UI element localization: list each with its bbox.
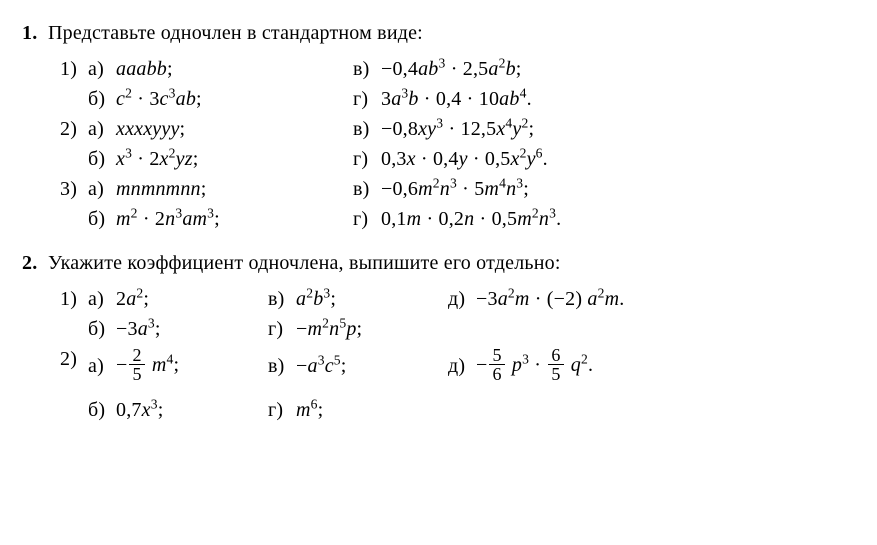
item-letter: а): [88, 284, 116, 314]
sub-row: 3)а)mnmnmnn;в)−0,6m2n3 · 5m4n3;б)m2 · 2n…: [60, 174, 855, 234]
item-cell: а)aaabb;: [88, 54, 353, 84]
item-cell: [448, 314, 855, 344]
item-cell: д)−3a2m · (−2) a2m.: [448, 284, 855, 314]
item-letter: а): [88, 54, 116, 84]
item-formula: a2b3;: [296, 284, 336, 314]
item-letter: д): [448, 284, 476, 314]
sub-row: 2)а)−25 m4;в)−a3c5;д)−56 p3 · 65 q2.б)0,…: [60, 344, 855, 432]
sub-number: 3): [60, 174, 88, 204]
sub-row: 1)а)aaabb;в)−0,4ab3 · 2,5a2b;б)c2 · 3c3a…: [60, 54, 855, 114]
exercise-page: 1.Представьте одночлен в стандартном вид…: [22, 18, 855, 432]
item-letter: г): [353, 144, 381, 174]
problem-heading: 1.Представьте одночлен в стандартном вид…: [22, 18, 855, 48]
item-formula: m2 · 2n3am3;: [116, 204, 220, 234]
problem: 1.Представьте одночлен в стандартном вид…: [22, 18, 855, 234]
item-formula: −3a2m · (−2) a2m.: [476, 284, 624, 314]
item-cell: б)m2 · 2n3am3;: [88, 204, 353, 234]
item-cell: а)2a2;: [88, 284, 268, 314]
item-grid: а)2a2;в)a2b3;д)−3a2m · (−2) a2m.б)−3a3;г…: [88, 284, 855, 344]
item-cell: в)−0,8xy3 · 12,5x4y2;: [353, 114, 855, 144]
item-letter: г): [268, 314, 296, 344]
item-letter: б): [88, 84, 116, 114]
item-letter: в): [353, 54, 381, 84]
item-grid: а)mnmnmnn;в)−0,6m2n3 · 5m4n3;б)m2 · 2n3a…: [88, 174, 855, 234]
item-grid: а)aaabb;в)−0,4ab3 · 2,5a2b;б)c2 · 3c3ab;…: [88, 54, 855, 114]
item-cell: б)x3 · 2x2yz;: [88, 144, 353, 174]
item-formula: 0,7x3;: [116, 395, 163, 425]
sub-number: 2): [60, 344, 88, 374]
item-grid: а)−25 m4;в)−a3c5;д)−56 p3 · 65 q2.б)0,7x…: [88, 344, 855, 432]
item-cell: в)−0,4ab3 · 2,5a2b;: [353, 54, 855, 84]
item-letter: б): [88, 314, 116, 344]
item-letter: г): [353, 204, 381, 234]
item-cell: в)−0,6m2n3 · 5m4n3;: [353, 174, 855, 204]
item-formula: −25 m4;: [116, 348, 179, 385]
problem-number: 2.: [22, 248, 48, 278]
item-letter: а): [88, 174, 116, 204]
item-formula: mnmnmnn;: [116, 174, 207, 204]
sub-number: 1): [60, 54, 88, 84]
item-letter: в): [353, 174, 381, 204]
item-formula: 2a2;: [116, 284, 149, 314]
item-letter: в): [353, 114, 381, 144]
item-letter: б): [88, 395, 116, 425]
item-formula: x3 · 2x2yz;: [116, 144, 198, 174]
problem-number: 1.: [22, 18, 48, 48]
item-formula: aaabb;: [116, 54, 173, 84]
item-cell: а)xxxxyyy;: [88, 114, 353, 144]
item-letter: д): [448, 351, 476, 381]
problem: 2.Укажите коэффициент одночлена, выпишит…: [22, 248, 855, 432]
item-cell: в)−a3c5;: [268, 344, 448, 388]
item-letter: б): [88, 144, 116, 174]
item-cell: г)0,3x · 0,4y · 0,5x2y6.: [353, 144, 855, 174]
item-formula: 0,1m · 0,2n · 0,5m2n3.: [381, 204, 561, 234]
item-cell: а)−25 m4;: [88, 344, 268, 388]
item-formula: 0,3x · 0,4y · 0,5x2y6.: [381, 144, 548, 174]
item-formula: −a3c5;: [296, 351, 347, 381]
problem-text: Представьте одночлен в стандартном виде:: [48, 18, 855, 48]
sub-list: 1)а)aaabb;в)−0,4ab3 · 2,5a2b;б)c2 · 3c3a…: [60, 54, 855, 234]
item-cell: б)−3a3;: [88, 314, 268, 344]
item-cell: г)0,1m · 0,2n · 0,5m2n3.: [353, 204, 855, 234]
sub-number: 2): [60, 114, 88, 144]
item-formula: −m2n5p;: [296, 314, 362, 344]
sub-row: 1)а)2a2;в)a2b3;д)−3a2m · (−2) a2m.б)−3a3…: [60, 284, 855, 344]
item-letter: а): [88, 114, 116, 144]
problem-text: Укажите коэффициент одночлена, выпишите …: [48, 248, 855, 278]
item-cell: а)mnmnmnn;: [88, 174, 353, 204]
item-letter: б): [88, 204, 116, 234]
item-letter: г): [268, 395, 296, 425]
item-grid: а)xxxxyyy;в)−0,8xy3 · 12,5x4y2;б)x3 · 2x…: [88, 114, 855, 174]
sub-number: 1): [60, 284, 88, 314]
problem-heading: 2.Укажите коэффициент одночлена, выпишит…: [22, 248, 855, 278]
item-formula: −0,8xy3 · 12,5x4y2;: [381, 114, 534, 144]
item-formula: xxxxyyy;: [116, 114, 185, 144]
item-cell: [448, 388, 855, 432]
item-cell: д)−56 p3 · 65 q2.: [448, 344, 855, 388]
sub-list: 1)а)2a2;в)a2b3;д)−3a2m · (−2) a2m.б)−3a3…: [60, 284, 855, 432]
item-cell: в)a2b3;: [268, 284, 448, 314]
item-cell: г)3a3b · 0,4 · 10ab4.: [353, 84, 855, 114]
item-formula: −0,4ab3 · 2,5a2b;: [381, 54, 522, 84]
item-formula: m6;: [296, 395, 323, 425]
item-cell: г)−m2n5p;: [268, 314, 448, 344]
item-letter: в): [268, 284, 296, 314]
item-letter: в): [268, 351, 296, 381]
item-formula: c2 · 3c3ab;: [116, 84, 202, 114]
item-letter: а): [88, 351, 116, 381]
item-letter: г): [353, 84, 381, 114]
item-cell: б)0,7x3;: [88, 388, 268, 432]
item-formula: −56 p3 · 65 q2.: [476, 348, 593, 385]
item-formula: −0,6m2n3 · 5m4n3;: [381, 174, 529, 204]
item-formula: −3a3;: [116, 314, 161, 344]
item-formula: 3a3b · 0,4 · 10ab4.: [381, 84, 532, 114]
sub-row: 2)а)xxxxyyy;в)−0,8xy3 · 12,5x4y2;б)x3 · …: [60, 114, 855, 174]
item-cell: б)c2 · 3c3ab;: [88, 84, 353, 114]
item-cell: г)m6;: [268, 388, 448, 432]
